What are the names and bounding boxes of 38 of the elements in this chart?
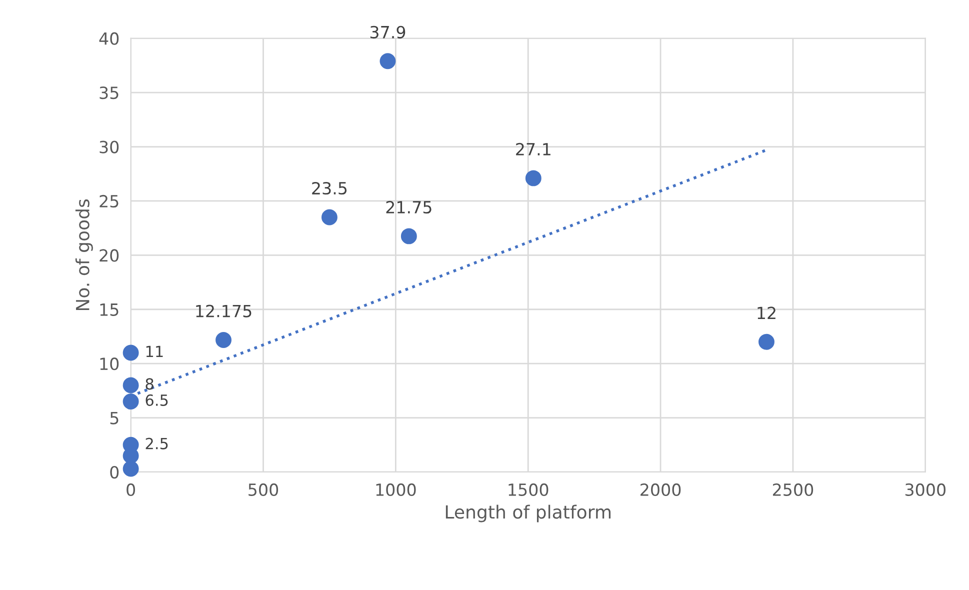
y-tick-label: 40 <box>99 32 119 45</box>
y-tick-label: 25 <box>100 194 118 208</box>
x-tick-label: 500 <box>248 483 278 496</box>
point <box>122 344 139 361</box>
y-tick-label: 5 <box>110 412 118 424</box>
point <box>525 170 542 186</box>
data-label: 12 <box>758 306 776 319</box>
x-tick-label: 1500 <box>508 483 548 496</box>
data-label: 11 <box>146 346 163 357</box>
y-tick-label: 0 <box>110 466 119 479</box>
data-label: 8 <box>146 378 154 390</box>
point <box>321 209 338 226</box>
x-tick-label: 2000 <box>640 483 681 496</box>
point <box>400 228 417 244</box>
point <box>122 460 139 477</box>
point <box>216 332 232 348</box>
x-axis-title: Length of platform <box>446 504 611 522</box>
x-tick-label: 1000 <box>376 483 416 496</box>
y-tick-label: 30 <box>100 140 119 154</box>
x-tick-label: 2500 <box>772 483 814 496</box>
x-tick-label: 3000 <box>905 483 946 496</box>
data-label: 27.1 <box>516 142 550 156</box>
y-tick-label: 10 <box>100 358 119 370</box>
y-axis-title: No. of goods <box>75 199 93 310</box>
y-tick-label: 35 <box>100 86 118 100</box>
x-tick-label: 0 <box>126 483 136 496</box>
point <box>122 394 139 410</box>
point <box>758 334 774 350</box>
y-tick-label: 20 <box>100 249 119 262</box>
data-label: 21.75 <box>386 200 432 214</box>
data-label: 2.5 <box>146 438 168 450</box>
point <box>380 53 396 70</box>
data-label: 37.9 <box>370 26 406 38</box>
data-label: 23.5 <box>312 182 347 195</box>
data-label: 6.5 <box>146 394 168 406</box>
y-tick-label: 15 <box>100 304 118 316</box>
point <box>122 377 139 394</box>
data-label: 12.175 <box>196 304 252 318</box>
